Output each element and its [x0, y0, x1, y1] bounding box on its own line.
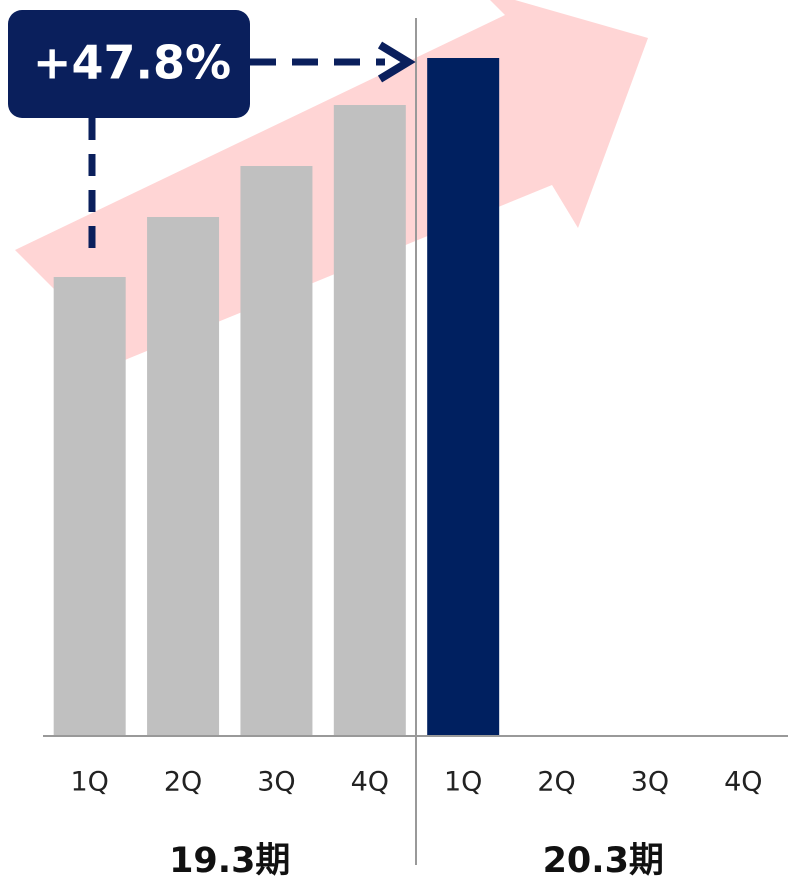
bar — [240, 166, 313, 736]
x-tick-label: 2Q — [164, 767, 202, 798]
x-tick-label: 1Q — [444, 767, 482, 798]
bar — [427, 58, 500, 736]
bars — [53, 58, 500, 736]
bar — [147, 217, 220, 736]
annotation: +47.8% — [33, 36, 231, 90]
arrowhead — [377, 41, 416, 83]
x-tick-label: 4Q — [724, 767, 762, 798]
x-tick-label: 1Q — [70, 767, 108, 798]
group-label: 20.3期 — [543, 841, 664, 881]
x-tick-label: 3Q — [257, 767, 295, 798]
x-tick-label: 2Q — [537, 767, 575, 798]
bar — [333, 105, 406, 736]
annotation-box — [8, 10, 250, 118]
bar — [53, 277, 126, 736]
group-label: 19.3期 — [169, 841, 290, 881]
x-tick-label: 4Q — [351, 767, 389, 798]
x-tick-label: 3Q — [631, 767, 669, 798]
